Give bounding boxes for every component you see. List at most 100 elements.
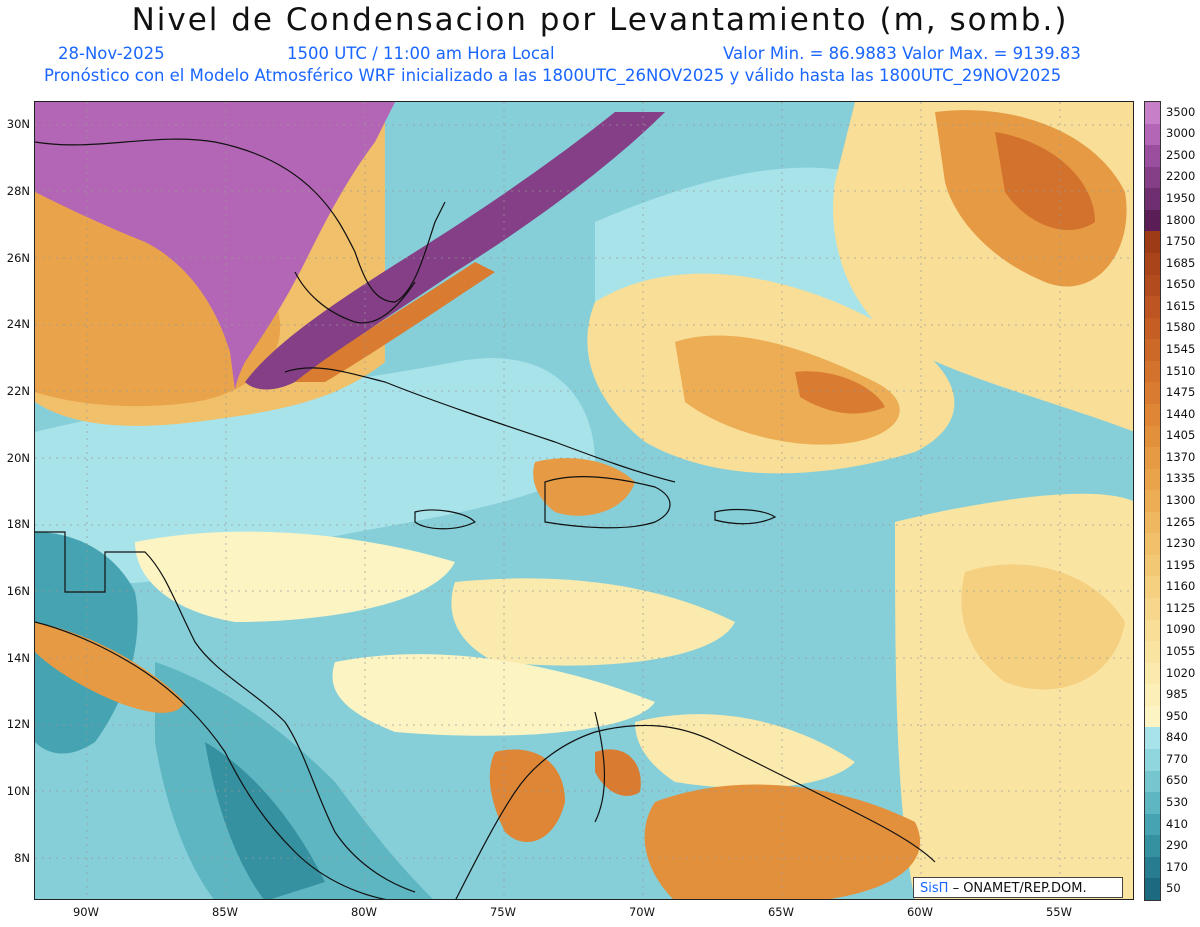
legend-label: 410 xyxy=(1166,816,1188,831)
legend-swatch xyxy=(1145,166,1160,189)
legend-swatch xyxy=(1145,684,1160,707)
legend-label: 1685 xyxy=(1166,255,1196,270)
forecast-time: 1500 UTC / 11:00 am Hora Local xyxy=(287,44,555,63)
lat-label-28n: 28N xyxy=(6,184,30,198)
legend-label: 1650 xyxy=(1166,277,1196,292)
legend-label: 1475 xyxy=(1166,385,1196,400)
credit-text: – ONAMET/REP.DOM. xyxy=(952,881,1087,896)
color-legend-bar xyxy=(1144,101,1161,901)
legend-label: 2500 xyxy=(1166,147,1196,162)
lon-label-55w: 55W xyxy=(1045,905,1073,919)
legend-swatch xyxy=(1145,339,1160,362)
legend-swatch xyxy=(1145,641,1160,664)
legend-swatch xyxy=(1145,533,1160,556)
legend-label: 1800 xyxy=(1166,212,1196,227)
lat-label-16n: 16N xyxy=(6,584,30,598)
lon-label-80w: 80W xyxy=(350,905,378,919)
lon-label-60w: 60W xyxy=(906,905,934,919)
legend-swatch xyxy=(1145,705,1160,728)
legend-label: 1300 xyxy=(1166,493,1196,507)
legend-label: 2200 xyxy=(1166,169,1196,184)
legend-swatch xyxy=(1145,123,1160,146)
legend-label: 1510 xyxy=(1166,363,1196,378)
legend-swatch xyxy=(1145,727,1160,750)
legend-swatch xyxy=(1145,813,1160,836)
legend-label: 1090 xyxy=(1166,622,1196,637)
legend-label: 1750 xyxy=(1166,234,1196,249)
legend-label: 1195 xyxy=(1166,557,1196,572)
legend-label: 1265 xyxy=(1166,514,1196,529)
legend-label: 1950 xyxy=(1166,191,1196,206)
legend-label: 1545 xyxy=(1166,342,1196,357)
legend-label: 1125 xyxy=(1166,600,1196,615)
legend-label: 1020 xyxy=(1166,665,1196,680)
legend-swatch xyxy=(1145,252,1160,276)
lat-label-12n: 12N xyxy=(6,717,30,731)
legend-swatch xyxy=(1145,468,1160,491)
legend-swatch xyxy=(1145,274,1160,297)
legend-swatch xyxy=(1145,598,1160,621)
legend-swatch xyxy=(1145,360,1160,383)
legend-label: 950 xyxy=(1166,708,1188,723)
legend-swatch xyxy=(1145,188,1160,211)
lon-label-85w: 85W xyxy=(211,905,239,919)
legend-label: 1335 xyxy=(1166,471,1196,486)
lon-label-70w: 70W xyxy=(628,905,656,919)
legend-label: 530 xyxy=(1166,794,1188,809)
lat-label-30n: 30N xyxy=(6,117,30,131)
legend-label: 1615 xyxy=(1166,298,1196,313)
legend-swatch xyxy=(1145,511,1160,534)
legend-swatch xyxy=(1145,662,1160,685)
legend-swatch xyxy=(1145,447,1160,470)
legend-swatch xyxy=(1145,835,1160,858)
sispi-logo: SisΠ xyxy=(920,881,949,896)
legend-swatch xyxy=(1145,382,1160,405)
legend-swatch xyxy=(1145,102,1160,125)
legend-swatch xyxy=(1145,856,1160,879)
legend-swatch xyxy=(1145,296,1160,319)
lon-label-65w: 65W xyxy=(767,905,795,919)
legend-label: 50 xyxy=(1166,881,1181,896)
lat-label-24n: 24N xyxy=(6,317,30,331)
lat-label-8n: 8N xyxy=(14,851,30,865)
value-min-max: Valor Min. = 86.9883 Valor Max. = 9139.8… xyxy=(723,44,1081,63)
lat-label-10n: 10N xyxy=(6,784,30,798)
legend-swatch xyxy=(1145,425,1160,448)
legend-label: 1580 xyxy=(1166,320,1196,335)
model-info-line: Pronóstico con el Modelo Atmosférico WRF… xyxy=(44,66,1062,85)
legend-label: 1370 xyxy=(1166,449,1196,464)
legend-label: 3500 xyxy=(1166,104,1196,119)
legend-label: 985 xyxy=(1166,687,1188,702)
legend-swatch xyxy=(1145,145,1160,168)
legend-label: 3000 xyxy=(1166,126,1196,141)
legend-swatch xyxy=(1145,403,1160,426)
lon-label-75w: 75W xyxy=(489,905,517,919)
legend-label: 290 xyxy=(1166,838,1188,853)
legend-swatch xyxy=(1145,554,1160,577)
legend-label: 650 xyxy=(1166,773,1188,788)
legend-swatch xyxy=(1145,317,1160,340)
legend-swatch xyxy=(1145,490,1160,513)
lat-label-22n: 22N xyxy=(6,384,30,398)
legend-swatch xyxy=(1145,209,1160,232)
lon-label-90w: 90W xyxy=(72,905,100,919)
legend-label: 1440 xyxy=(1166,406,1196,421)
credit-box: SisΠ – ONAMET/REP.DOM. xyxy=(913,877,1123,898)
map-title: Nivel de Condensacion por Levantamiento … xyxy=(131,2,1069,38)
lat-label-18n: 18N xyxy=(6,517,30,531)
legend-swatch xyxy=(1145,878,1160,901)
lat-label-14n: 14N xyxy=(6,651,30,665)
lcl-shaded-map xyxy=(35,102,1133,899)
legend-label: 1055 xyxy=(1166,643,1196,658)
legend-swatch xyxy=(1145,619,1160,642)
legend-label: 1160 xyxy=(1166,579,1196,594)
legend-swatch xyxy=(1145,792,1160,815)
map-panel xyxy=(34,101,1134,900)
legend-label: 1405 xyxy=(1166,428,1196,443)
legend-swatch xyxy=(1145,749,1160,772)
legend-swatch xyxy=(1145,231,1160,254)
legend-swatch xyxy=(1145,770,1160,793)
legend-label: 1230 xyxy=(1166,536,1196,551)
lat-label-26n: 26N xyxy=(6,251,30,265)
lat-label-20n: 20N xyxy=(6,451,30,465)
